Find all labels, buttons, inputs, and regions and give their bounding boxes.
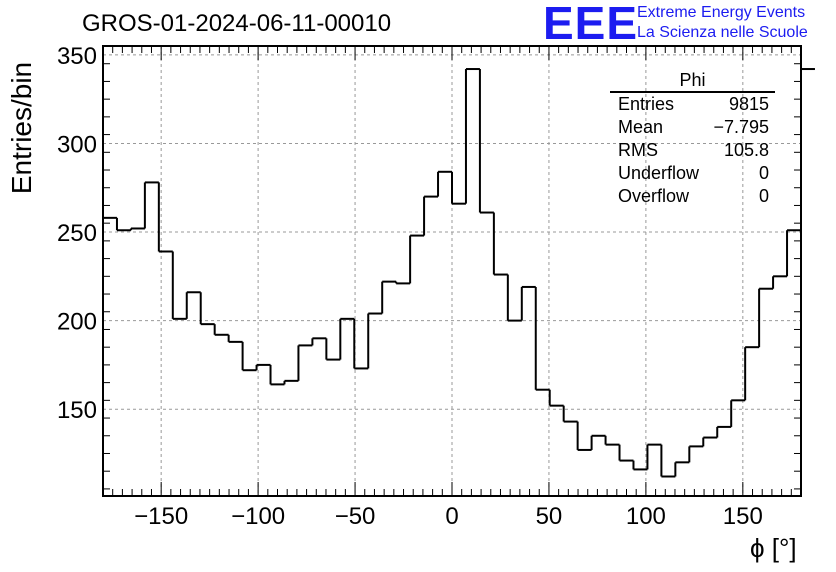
x-tick-label: 150 xyxy=(723,503,763,530)
stats-label: RMS xyxy=(618,140,658,160)
eee-logo: EEE xyxy=(543,0,639,49)
stats-label: Mean xyxy=(618,117,664,137)
stats-row: Entries 9815 xyxy=(610,93,775,116)
x-tick-label: 100 xyxy=(626,503,666,530)
y-tick-label: 300 xyxy=(57,131,97,158)
stats-value: 9815 xyxy=(728,94,769,114)
y-tick-label: 150 xyxy=(57,397,97,424)
stats-value: 0 xyxy=(758,163,769,183)
x-tick-label: 50 xyxy=(536,503,563,530)
stats-label: Overflow xyxy=(618,186,690,206)
x-tick-label: −50 xyxy=(335,503,376,530)
y-axis-label: Entries/bin xyxy=(6,61,37,195)
logo-line-1: Extreme Energy Events xyxy=(637,4,806,21)
stats-label: Underflow xyxy=(618,163,700,183)
stats-box: Phi Entries 9815 Mean −7.795 RMS 105.8 U… xyxy=(610,70,775,208)
x-tick-label: −100 xyxy=(231,503,285,530)
x-tick-label: 0 xyxy=(445,503,458,530)
stats-value: 0 xyxy=(758,186,769,206)
stats-title: Phi xyxy=(610,70,775,93)
logo-line-2: La Scienza nelle Scuole xyxy=(637,24,808,41)
x-tick-label: −150 xyxy=(134,503,188,530)
stats-label: Entries xyxy=(618,94,675,114)
stats-row: Mean −7.795 xyxy=(610,116,775,139)
logo-text: Extreme Energy Events La Scienza nelle S… xyxy=(637,3,808,43)
y-tick-label: 200 xyxy=(57,309,97,336)
stats-value: −7.795 xyxy=(713,117,769,137)
stats-row: Underflow 0 xyxy=(610,162,775,185)
y-tick-label: 350 xyxy=(57,43,97,70)
stats-row: RMS 105.8 xyxy=(610,139,775,162)
y-tick-label: 250 xyxy=(57,220,97,247)
stats-row: Overflow 0 xyxy=(610,185,775,208)
chart-title: GROS-01-2024-06-11-00010 xyxy=(82,10,392,37)
x-axis-label: ϕ [°] xyxy=(750,533,797,563)
stats-value: 105.8 xyxy=(723,140,769,160)
